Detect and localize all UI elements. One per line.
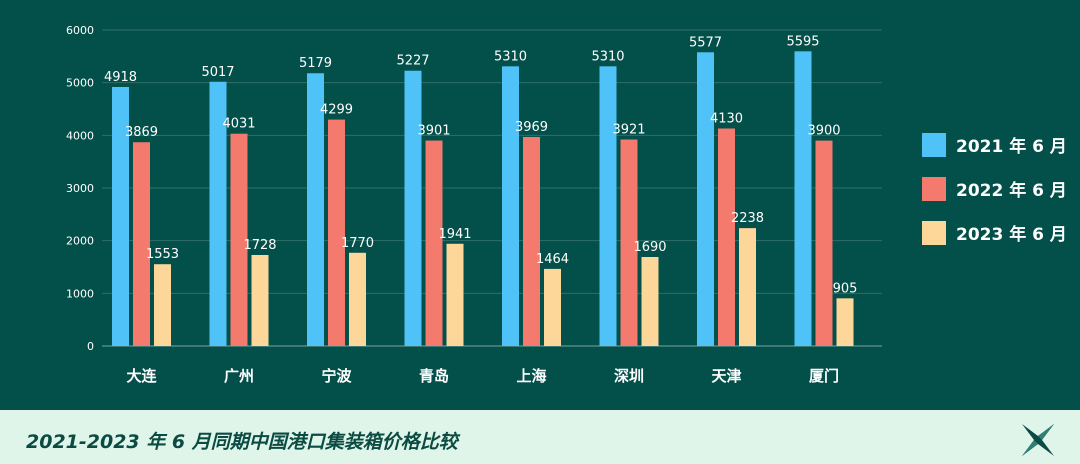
x-star-logo-icon <box>1022 424 1054 456</box>
bar <box>599 66 617 346</box>
x-category-label: 深圳 <box>614 367 644 385</box>
x-category-label: 天津 <box>711 367 741 385</box>
data-label: 3969 <box>515 120 548 135</box>
data-label: 3900 <box>807 124 840 139</box>
data-label: 4130 <box>710 111 743 126</box>
data-label: 1690 <box>633 240 666 255</box>
data-label: 5227 <box>396 54 429 69</box>
x-category-label: 厦门 <box>809 367 839 385</box>
data-label: 1553 <box>146 247 179 262</box>
legend-label: 2022 年 6 月 <box>956 180 1067 201</box>
bar <box>697 52 714 346</box>
bar <box>133 142 150 346</box>
footer-bar: 2021-2023 年 6 月同期中国港口集装箱价格比较 <box>0 410 1080 464</box>
bar <box>502 66 519 346</box>
bar <box>307 73 324 347</box>
bar <box>815 140 833 346</box>
bar <box>718 128 735 346</box>
data-label: 3921 <box>612 122 645 137</box>
data-label: 5595 <box>786 34 819 49</box>
bar <box>836 298 854 346</box>
legend-swatch <box>922 221 946 245</box>
bar <box>251 254 269 346</box>
bar <box>404 70 422 346</box>
data-label: 5179 <box>299 56 332 71</box>
bar <box>641 256 659 346</box>
bar <box>523 136 540 346</box>
bar <box>425 140 443 346</box>
bar <box>349 252 366 346</box>
data-label: 2238 <box>731 211 764 226</box>
legend-swatch <box>922 177 946 201</box>
bar-chart: 0 1000 2000 3000 4000 5000 6000 4918 3869 1553 大连 5… <box>66 24 1067 385</box>
legend-swatch <box>922 133 946 157</box>
x-category-label: 大连 <box>126 367 157 385</box>
bar <box>328 119 345 346</box>
y-tick-label: 0 <box>87 340 94 353</box>
data-label: 1464 <box>536 252 569 267</box>
data-label: 1941 <box>438 227 471 242</box>
data-label: 3901 <box>417 124 450 139</box>
data-label: 1728 <box>243 238 276 253</box>
legend-label: 2021 年 6 月 <box>956 136 1067 157</box>
data-label: 5577 <box>689 35 722 50</box>
bar <box>739 228 756 346</box>
y-tick-label: 5000 <box>66 77 94 90</box>
chart-title: 2021-2023 年 6 月同期中国港口集装箱价格比较 <box>26 431 458 453</box>
bar <box>620 139 638 346</box>
y-tick-label: 2000 <box>66 235 94 248</box>
data-label: 5017 <box>201 65 234 80</box>
y-tick-label: 4000 <box>66 129 94 142</box>
bar <box>112 86 129 346</box>
bar <box>794 51 812 347</box>
x-category-label: 青岛 <box>419 367 449 385</box>
y-tick-label: 6000 <box>66 24 94 37</box>
data-label: 4299 <box>320 103 353 118</box>
data-label: 4031 <box>222 117 255 132</box>
y-tick-label: 1000 <box>66 287 94 300</box>
legend-label: 2023 年 6 月 <box>956 224 1067 245</box>
data-label: 905 <box>833 281 858 296</box>
data-label: 3869 <box>125 125 158 140</box>
x-category-label: 广州 <box>224 367 254 385</box>
x-category-label: 宁波 <box>321 367 352 385</box>
bar <box>446 243 464 346</box>
bar <box>154 264 171 346</box>
data-label: 5310 <box>591 49 624 64</box>
bar <box>230 133 248 346</box>
bar <box>544 268 561 346</box>
bar <box>209 81 227 346</box>
data-label: 5310 <box>494 49 527 64</box>
data-label: 1770 <box>341 236 374 251</box>
y-tick-label: 3000 <box>66 182 94 195</box>
data-label: 4918 <box>104 70 137 85</box>
x-category-label: 上海 <box>516 367 546 385</box>
